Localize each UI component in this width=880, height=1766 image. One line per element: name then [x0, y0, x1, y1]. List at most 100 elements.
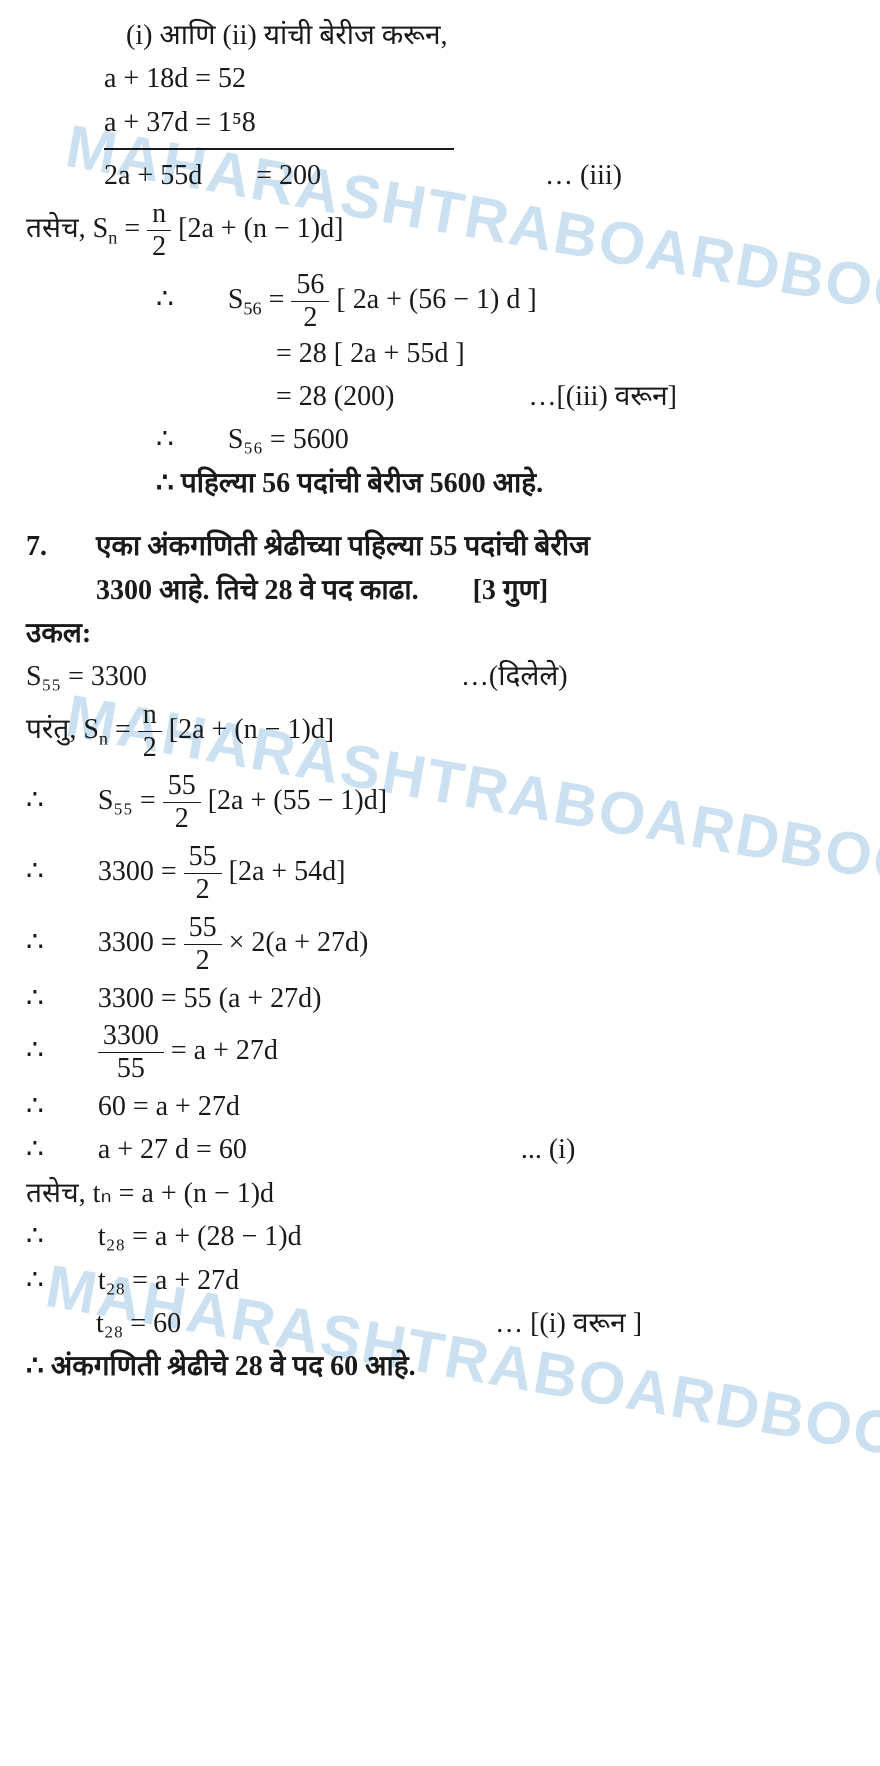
frac-num: 55 [184, 914, 222, 945]
eq-lhs: a + 18d [104, 63, 188, 94]
equation: परंतु, Sn = n 2 [2a + (n − 1)d] [26, 701, 840, 762]
expr: 60 = a + 27d [98, 1091, 240, 1122]
frac-num: 55 [163, 772, 201, 803]
fraction: 55 2 [184, 914, 222, 975]
eq-sign: = [124, 212, 147, 243]
equation: ∴ 3300 55 = a + 27d [26, 1022, 840, 1083]
equation: ∴ t₂₈ = a + 27d [26, 1259, 840, 1302]
sym: S [228, 283, 244, 314]
expr: t₂₈ = a + 27d [98, 1265, 239, 1296]
equation: तसेच, tₙ = a + (n − 1)d [26, 1172, 840, 1215]
expr: S₅₅ = [98, 785, 163, 816]
eq-ref: … [(i) वरून ] [495, 1308, 642, 1339]
frac-num: n [138, 701, 162, 732]
fraction: 55 2 [163, 772, 201, 833]
equation: S₅₅ = 3300 …(दिलेले) [26, 655, 840, 698]
therefore-symbol: ∴ [26, 927, 44, 958]
question-text: 3300 आहे. तिचे 28 वे पद काढा. [3 गुण] [96, 569, 840, 612]
expr: × 2(a + 27d) [229, 927, 369, 958]
equation: ∴ S₅₆ = 5600 [26, 418, 840, 461]
frac-den: 2 [138, 732, 162, 762]
eq-lhs: 2a + 55d [104, 160, 202, 191]
expr: 3300 = 55 (a + 27d) [98, 983, 322, 1014]
frac-den: 2 [184, 874, 222, 904]
frac-num: 3300 [98, 1022, 164, 1053]
equation: ∴ 3300 = 55 2 × 2(a + 27d) [26, 914, 840, 975]
text: 3300 आहे. तिचे 28 वे पद काढा. [96, 575, 419, 606]
marks: [3 गुण] [473, 575, 549, 606]
frac-den: 55 [98, 1053, 164, 1083]
equation: ∴ 3300 = 55 (a + 27d) [26, 977, 840, 1020]
eq-sign: = [115, 714, 138, 745]
therefore-symbol: ∴ [156, 424, 174, 455]
fraction: n 2 [138, 701, 162, 762]
equation: ∴ S₅₅ = 55 2 [2a + (55 − 1)d] [26, 772, 840, 833]
therefore-symbol: ∴ [26, 785, 44, 816]
question-number: 7. [26, 525, 96, 612]
expr: [2a + (n − 1)d] [178, 212, 343, 243]
expr: [2a + 54d] [229, 856, 346, 887]
equation: a + 37d = 1⁵8 [26, 101, 840, 144]
subscript: 56 [243, 298, 261, 318]
label: तसेच, S [26, 212, 108, 243]
fraction: 56 2 [291, 271, 329, 332]
expr: 3300 = [98, 927, 184, 958]
equation: ∴ S56 = 56 2 [ 2a + (56 − 1) d ] [26, 271, 840, 332]
expr: [2a + (n − 1)d] [169, 714, 334, 745]
expr: = a + 27d [171, 1035, 278, 1066]
expr: = 28 (200) [276, 381, 394, 412]
therefore-symbol: ∴ [26, 983, 44, 1014]
equation: a + 18d = 52 [26, 57, 840, 100]
equation: = 28 [ 2a + 55d ] [26, 332, 840, 375]
fraction: 55 2 [184, 843, 222, 904]
eq-lhs: a + 37d [104, 107, 188, 138]
equation: ∴ 60 = a + 27d [26, 1085, 840, 1128]
equation: ∴ t₂₈ = a + (28 − 1)d [26, 1215, 840, 1258]
equation: ∴ a + 27 d = 60 ... (i) [26, 1128, 840, 1171]
eq-rhs: = 200 [256, 160, 321, 191]
text-line: (i) आणि (ii) यांची बेरीज करून, [26, 14, 840, 57]
equation: तसेच, Sn = n 2 [2a + (n − 1)d] [26, 200, 840, 261]
question-text: एका अंकगणिती श्रेढीच्या पहिल्या 55 पदांच… [96, 525, 840, 568]
frac-den: 2 [163, 803, 201, 833]
page-content: (i) आणि (ii) यांची बेरीज करून, a + 18d =… [0, 0, 880, 1403]
therefore-symbol: ∴ [26, 856, 44, 887]
expr: t₂₈ = a + (28 − 1)d [98, 1221, 302, 1252]
equation: 2a + 55d = 200 … (iii) [26, 154, 840, 197]
frac-den: 2 [184, 945, 222, 975]
eq-ref: …[(iii) वरून] [528, 375, 677, 418]
subscript: n [108, 227, 117, 247]
therefore-symbol: ∴ [156, 283, 174, 314]
eq-ref: ... (i) [521, 1134, 575, 1165]
subscript: n [99, 728, 108, 748]
frac-num: 56 [291, 271, 329, 302]
conclusion: ∴ अंकगणिती श्रेढीचे 28 वे पद 60 आहे. [26, 1345, 840, 1388]
frac-num: n [147, 200, 171, 231]
expr: t₂₈ = 60 [96, 1308, 181, 1339]
therefore-symbol: ∴ [26, 1134, 44, 1165]
conclusion: ∴ पहिल्या 56 पदांची बेरीज 5600 आहे. [26, 462, 840, 505]
expr: S₅₅ = 3300 [26, 661, 147, 692]
therefore-symbol: ∴ [26, 1035, 44, 1066]
eq-sign: = [269, 283, 292, 314]
solution-label: उकल: [26, 612, 840, 655]
therefore-symbol: ∴ [26, 1265, 44, 1296]
frac-den: 2 [291, 302, 329, 332]
equation-rule [104, 148, 454, 150]
eq-ref: …(दिलेले) [461, 661, 568, 692]
equation: ∴ 3300 = 55 2 [2a + 54d] [26, 843, 840, 904]
equation: = 28 (200) …[(iii) वरून] [26, 375, 840, 418]
expr: [2a + (55 − 1)d] [208, 785, 387, 816]
frac-num: 55 [184, 843, 222, 874]
eq-rhs: = 52 [195, 63, 246, 94]
expr: S₅₆ = 5600 [228, 424, 349, 455]
label: परंतु, S [26, 714, 99, 745]
fraction: n 2 [147, 200, 171, 261]
fraction: 3300 55 [98, 1022, 164, 1083]
eq-rhs: = 1⁵8 [195, 107, 256, 138]
expr: [ 2a + (56 − 1) d ] [336, 283, 536, 314]
therefore-symbol: ∴ [26, 1091, 44, 1122]
equation: t₂₈ = 60 … [(i) वरून ] [26, 1302, 840, 1345]
question-7: 7. एका अंकगणिती श्रेढीच्या पहिल्या 55 पद… [26, 525, 840, 612]
eq-ref: … (iii) [545, 154, 622, 197]
